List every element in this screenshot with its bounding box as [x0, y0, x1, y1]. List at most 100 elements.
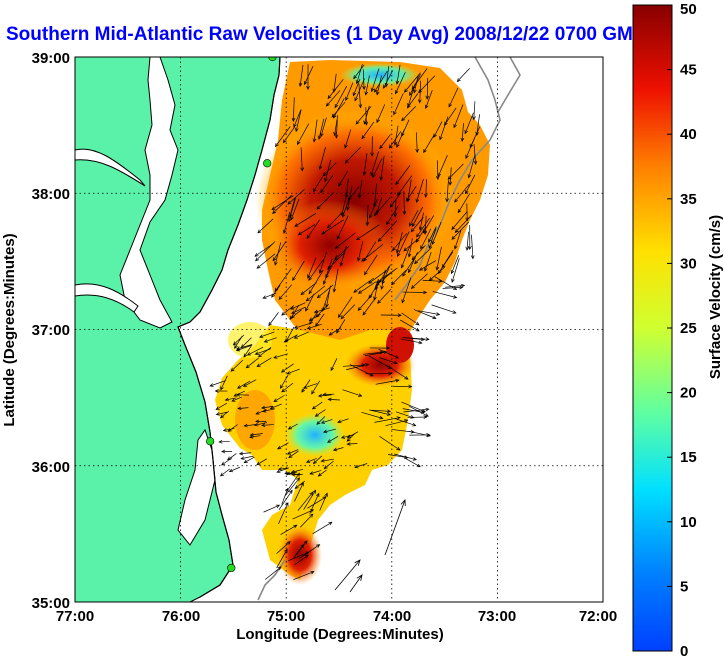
velocity-vector-head: [396, 143, 400, 148]
velocity-vector-head: [393, 111, 397, 116]
velocity-vector-head: [272, 257, 277, 262]
velocity-vector-head: [376, 118, 380, 124]
velocity-vector-head: [254, 422, 259, 427]
velocity-vector-head: [288, 217, 292, 223]
y-tick-label: 35:00: [32, 595, 70, 612]
velocity-vector-head: [317, 393, 323, 398]
velocity-vector-head: [377, 299, 382, 304]
velocity-vector-head: [261, 405, 266, 410]
velocity-vector: [291, 309, 302, 318]
velocity-vector-head: [277, 445, 282, 450]
velocity-vector-head: [364, 363, 370, 367]
velocity-vector: [276, 467, 289, 473]
velocity-vector: [423, 215, 435, 233]
velocity-vector: [372, 158, 383, 178]
velocity-vector: [272, 241, 287, 261]
velocity-vector-head: [355, 236, 361, 241]
velocity-vector: [261, 424, 274, 426]
velocity-vector-head: [388, 371, 393, 376]
velocity-vector: [415, 226, 427, 243]
velocity-vector-head: [409, 222, 413, 227]
velocity-vector: [461, 123, 464, 142]
velocity-vector-head: [301, 388, 306, 393]
velocity-vector-head: [467, 174, 472, 179]
velocity-vector: [471, 234, 474, 259]
velocity-vector: [255, 409, 267, 415]
velocity-vector: [319, 251, 327, 274]
velocity-vector-head: [415, 198, 420, 204]
velocity-vector-head: [242, 383, 248, 387]
velocity-vector-head: [246, 352, 252, 356]
velocity-vector: [453, 104, 464, 128]
velocity-vector: [295, 109, 302, 132]
velocity-vector-head: [435, 266, 440, 271]
velocity-vector-head: [387, 365, 392, 369]
x-tick-label: 76:00: [162, 608, 200, 625]
velocity-vector-head: [221, 449, 226, 454]
velocity-vector: [373, 183, 377, 207]
velocity-vector-head: [400, 264, 405, 269]
velocity-vector-head: [308, 317, 313, 321]
velocity-vector-head: [402, 210, 407, 216]
velocity-vector-head: [432, 315, 437, 320]
velocity-vector-head: [286, 371, 291, 375]
velocity-vector: [376, 75, 382, 95]
velocity-vector: [229, 466, 241, 472]
velocity-vector: [465, 174, 476, 194]
colorbar-tick-label: 10: [680, 514, 697, 531]
velocity-vector-head: [370, 87, 375, 93]
velocity-vector-head: [391, 281, 396, 286]
velocity-vector: [299, 64, 304, 87]
velocity-vector-head: [415, 321, 420, 326]
grid-lines: [75, 57, 603, 602]
chesapeake-bay: [119, 57, 179, 329]
velocity-vector-head: [298, 82, 303, 87]
velocity-vector: [345, 82, 354, 101]
velocity-vector: [411, 273, 428, 289]
velocity-vector: [386, 205, 399, 225]
velocity-vector-head: [425, 95, 430, 100]
velocity-vector-head: [296, 140, 301, 146]
velocity-vector-head: [411, 85, 416, 90]
velocity-vector: [215, 402, 227, 410]
velocity-vector-head: [300, 167, 304, 172]
velocity-vector-head: [327, 265, 332, 270]
velocity-vector-head: [408, 269, 412, 274]
velocity-vector-head: [357, 194, 362, 199]
velocity-vector-head: [459, 285, 464, 290]
velocity-vector: [313, 176, 323, 192]
velocity-vector-head: [273, 398, 278, 402]
velocity-vector-head: [420, 337, 426, 342]
velocity-vector: [361, 412, 383, 419]
velocity-vector-head: [422, 229, 427, 234]
velocity-vector: [363, 153, 368, 176]
velocity-vector-head: [214, 389, 219, 393]
velocity-vector: [277, 442, 289, 450]
velocity-vector-head: [397, 252, 401, 257]
velocity-vector: [315, 409, 326, 417]
velocity-vector-head: [395, 80, 400, 85]
velocity-vector: [272, 194, 292, 214]
velocity-vector: [414, 246, 433, 264]
velocity-vector-head: [322, 280, 327, 285]
velocity-vector: [323, 393, 335, 395]
velocity-vector: [378, 348, 399, 359]
colorbar-tick-label: 15: [680, 449, 697, 466]
velocity-vector: [334, 85, 348, 108]
velocity-vector-head: [381, 280, 386, 285]
velocity-vector: [401, 246, 411, 268]
velocity-vector: [347, 443, 358, 445]
velocity-vector-head: [415, 238, 420, 243]
velocity-vector-head: [472, 116, 476, 121]
velocity-vector-head: [325, 102, 330, 107]
velocity-vector-head: [401, 117, 406, 122]
velocity-vector-head: [257, 353, 263, 358]
velocity-vector-head: [355, 79, 360, 85]
velocity-vector-head: [320, 458, 325, 463]
velocity-vector: [344, 146, 361, 164]
velocity-vector: [254, 243, 274, 257]
velocity-vector: [320, 175, 334, 193]
velocity-vector: [220, 468, 231, 477]
velocity-vector-head: [379, 176, 384, 181]
velocity-vector-head: [357, 257, 361, 262]
